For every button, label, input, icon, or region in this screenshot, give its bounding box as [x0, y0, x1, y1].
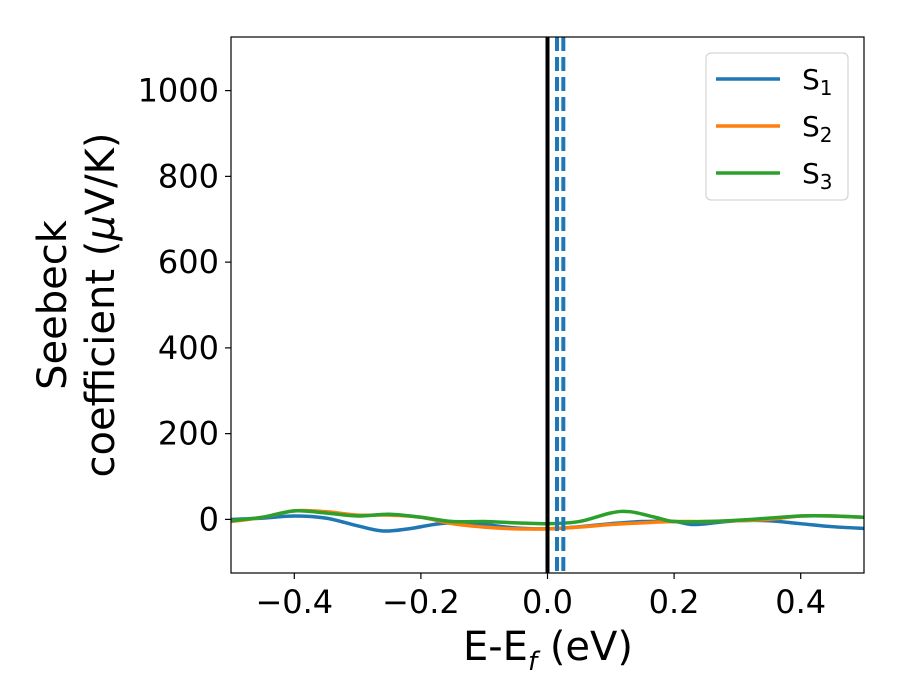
axes: −0.4 −0.2 0.0 0.2 0.4 0 200 400 600 800 1000 — [138, 36, 865, 621]
y-axis-title-line1: Seebeck — [30, 219, 76, 390]
legend-label-s3: S3 — [802, 157, 833, 194]
x-axis-title-main: E-E — [463, 624, 528, 670]
y-axis-title-mu: μ — [78, 215, 124, 241]
y-tick-label: 600 — [158, 243, 219, 281]
x-tick-label: −0.4 — [255, 583, 333, 621]
x-tick-label: 0.4 — [775, 583, 826, 621]
x-tick-label: 0.2 — [649, 583, 700, 621]
y-tick-label: 200 — [158, 415, 219, 453]
y-tick-label: 400 — [158, 329, 219, 367]
x-tick-label: −0.2 — [382, 583, 460, 621]
x-tick-label: 0.0 — [522, 583, 573, 621]
legend: S1 S2 S3 — [705, 52, 849, 201]
y-tick-label: 800 — [158, 157, 219, 195]
x-axis-title: E-Ef (eV) — [463, 624, 633, 677]
y-axis-title-line2: coefficient (μV/K) — [78, 133, 124, 478]
x-axis-title-unit: (eV) — [537, 624, 633, 670]
y-axis-title-text: coefficient ( — [78, 241, 124, 478]
y-tick-label: 0 — [199, 500, 219, 538]
y-axis-title-unit: V/K) — [78, 133, 124, 216]
legend-label-s1: S1 — [802, 63, 833, 100]
legend-label-s2: S2 — [802, 110, 833, 147]
y-tick-label: 1000 — [138, 72, 219, 110]
